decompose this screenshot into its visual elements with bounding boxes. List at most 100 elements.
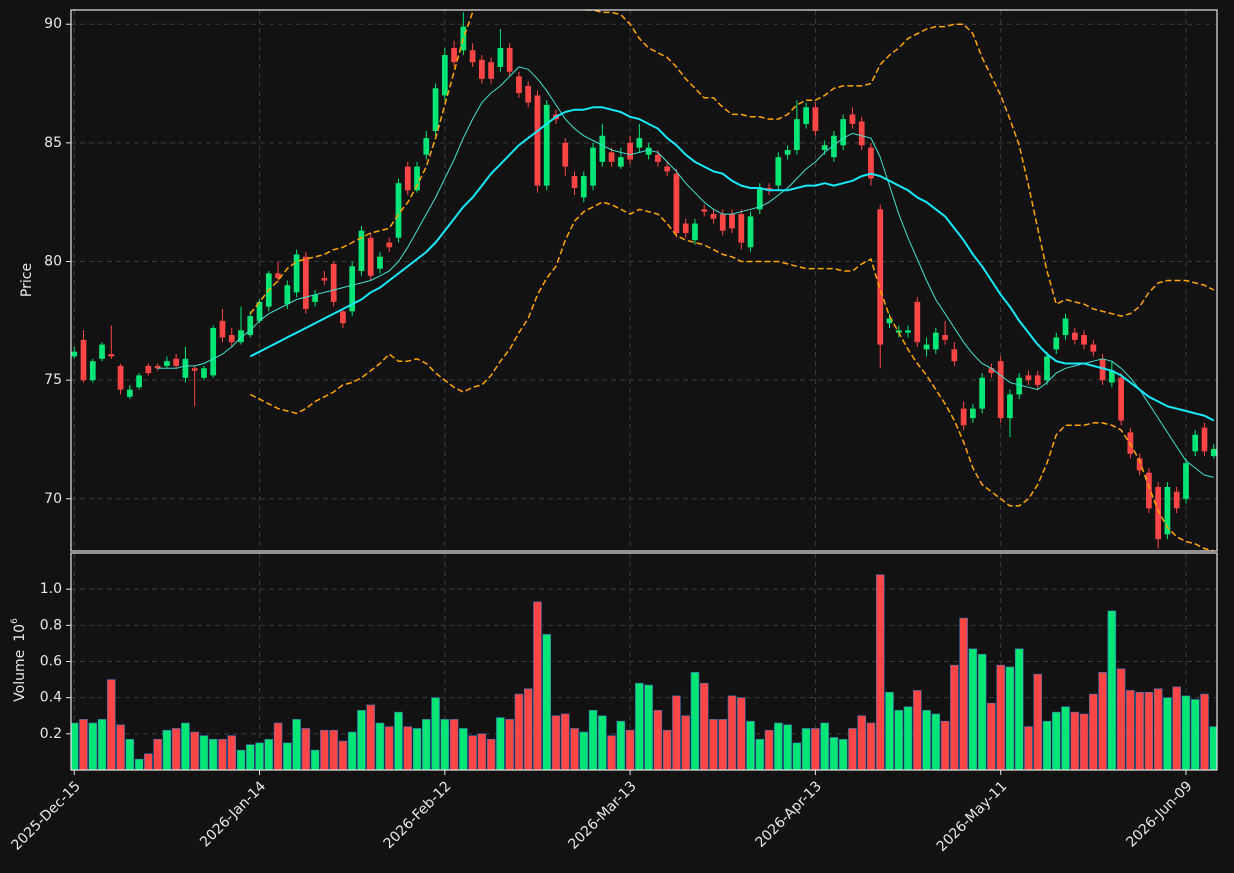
- candle-body: [932, 332, 939, 350]
- candle-body: [173, 358, 180, 366]
- volume-bar: [801, 728, 811, 770]
- candle-body: [1090, 344, 1097, 352]
- candle-body: [784, 149, 791, 155]
- volume-bar: [162, 729, 172, 770]
- candle-body: [1016, 377, 1023, 395]
- volume-bar: [264, 738, 274, 770]
- volume-bar: [412, 728, 422, 770]
- candle-body: [1183, 463, 1189, 499]
- volume-bar: [366, 704, 375, 770]
- x-tick-label: 2026-Feb-12: [381, 778, 455, 852]
- volume-bar: [71, 722, 79, 770]
- volume-bar: [505, 719, 514, 770]
- volume-bar: [838, 738, 848, 770]
- volume-bar: [310, 749, 320, 770]
- candle-body: [636, 138, 643, 148]
- volume-bar: [913, 690, 922, 770]
- candle-body: [682, 223, 689, 234]
- volume-bar: [848, 728, 857, 770]
- candle-body: [562, 142, 569, 167]
- volume-bar: [894, 710, 904, 770]
- volume-bar: [449, 719, 459, 770]
- volume-bar: [357, 710, 366, 770]
- candle-body: [645, 147, 652, 155]
- volume-bar: [940, 720, 950, 770]
- volume-bar: [1061, 706, 1070, 770]
- volume-bar: [255, 742, 264, 770]
- candle-body: [738, 214, 745, 243]
- volume-bar: [79, 719, 88, 770]
- candle-body: [219, 320, 226, 338]
- candle-body: [849, 114, 856, 124]
- candle-body: [988, 368, 995, 374]
- volume-bar: [820, 722, 829, 770]
- candle-body: [99, 344, 105, 359]
- volume-bar: [551, 715, 561, 770]
- candle-body: [506, 47, 513, 72]
- candle-body: [692, 223, 698, 241]
- candle-body: [1099, 358, 1106, 381]
- volume-bar: [792, 742, 802, 770]
- volume-bar: [403, 726, 413, 770]
- candle-body: [1053, 337, 1060, 350]
- candle-body: [951, 349, 958, 362]
- volume-bar: [811, 728, 820, 770]
- volume-bar: [245, 744, 255, 770]
- volume-bar: [301, 728, 311, 770]
- candle-body: [970, 408, 976, 419]
- candle-body: [1118, 377, 1124, 421]
- volume-bar: [514, 693, 524, 770]
- volume-bar: [88, 722, 98, 770]
- volume-bar: [422, 719, 431, 770]
- volume-bar: [764, 729, 774, 770]
- x-tick-label: 2026-May-11: [934, 778, 1011, 855]
- candle-body: [414, 166, 420, 191]
- x-tick-label: 2026-Mar-13: [565, 778, 639, 852]
- volume-bar: [755, 738, 765, 770]
- volume-bar: [116, 724, 125, 770]
- candle-body: [1071, 332, 1078, 340]
- price-axis-label: Price: [19, 263, 35, 297]
- volume-bar: [1135, 691, 1144, 770]
- candle-body: [1201, 427, 1208, 452]
- volume-bar: [329, 729, 338, 770]
- volume-bar: [468, 735, 477, 770]
- candle-body: [729, 214, 735, 229]
- candle-body: [191, 368, 198, 371]
- volume-bar: [181, 722, 190, 770]
- candle-body: [608, 152, 615, 162]
- volume-bar: [394, 711, 403, 770]
- candle-body: [812, 107, 819, 132]
- candle-body: [1025, 375, 1032, 381]
- volume-bar: [542, 634, 552, 770]
- volume-bar: [1051, 711, 1061, 770]
- candle-body: [525, 85, 532, 103]
- volume-bar: [903, 706, 913, 770]
- candle-body: [942, 335, 948, 340]
- volume-bar: [97, 719, 107, 770]
- candle-body: [627, 142, 633, 160]
- volume-bar: [829, 737, 839, 770]
- candle-body: [89, 361, 96, 381]
- candle-body: [395, 183, 402, 238]
- candle-body: [386, 242, 393, 248]
- y-tick-label: 0.8: [40, 617, 62, 633]
- candle-body: [821, 145, 828, 150]
- candle-body: [1034, 375, 1041, 385]
- candle-body: [1136, 458, 1143, 471]
- volume-bar: [1200, 693, 1209, 770]
- candle-body: [997, 361, 1004, 419]
- volume-bar: [922, 710, 931, 770]
- volume-bar: [783, 724, 792, 770]
- grid-layer: [71, 10, 1217, 770]
- volume-axis-label: Volume 106: [10, 618, 29, 702]
- volume-bar: [171, 728, 181, 770]
- candle-body: [664, 166, 671, 172]
- volume-bar: [199, 735, 209, 770]
- volume-bar: [1024, 726, 1033, 770]
- volume-bar: [1116, 668, 1126, 770]
- y-tick-label: 0.2: [40, 726, 62, 742]
- candle-body: [543, 104, 550, 186]
- volume-bar: [320, 729, 329, 770]
- candle-body: [960, 408, 967, 426]
